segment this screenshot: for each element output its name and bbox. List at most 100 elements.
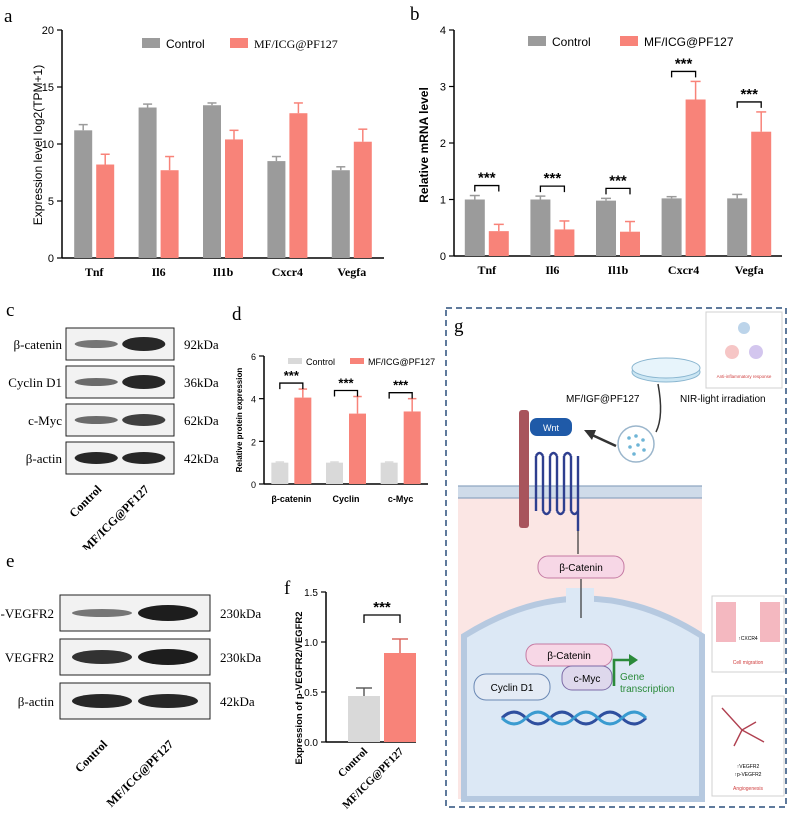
y-tick-label: 0 [48,253,54,265]
blot-c: c β-catenin 92kDa Cyclin D1 36kDa c-Myc 62kDa… [6,300,219,550]
bar-treated [225,139,243,258]
y-tick-label: 3 [440,82,446,94]
blot-kda-label: 230kDa [220,606,261,621]
significance-bracket [333,389,359,397]
y-tick-label: 0 [440,251,446,263]
panel-label-e: e [6,551,14,572]
significance-bracket [736,101,762,108]
legend-swatch-control [528,36,546,46]
bar-control [380,462,398,484]
y-tick-label: 10 [42,139,54,151]
panel-label-b: b [410,4,420,25]
transcription-label: transcription [620,684,674,695]
blot-e: e p-VEGFR2 230kDa VEGFR2 230kDa β-actin 42kDa… [0,551,261,810]
chart-b-legend: Control MF/ICG@PF127 [528,35,734,49]
membrane-band [458,486,702,498]
cyclin-d1-label: Cyclin D1 [491,683,534,694]
beta-catenin-label: β-Catenin [559,563,603,574]
significance-label: *** [675,55,693,72]
side-angio-label: Angiogenesis [733,786,764,792]
chart-f-ylabel: Expression of p-VEGFR2/VEGFR2 [294,611,305,764]
significance-bracket [539,185,566,193]
x-tick-label: Cxcr4 [668,263,699,277]
blot-band [138,694,198,708]
transcription-arrowhead [629,654,638,666]
significance-bracket [670,70,697,78]
legend-swatch-control [288,358,302,364]
nanoparticle [617,425,655,463]
blot-band [122,452,166,464]
x-tick-label: Tnf [85,265,105,279]
significance-label: *** [338,376,354,391]
significance-bracket [279,382,304,390]
y-tick-label: 6 [251,352,256,362]
blot-row-label: p-VEGFR2 [0,606,54,621]
blot-lane-label: Control [66,482,104,520]
bar-treated [620,231,640,256]
x-tick-label: Il6 [545,263,559,277]
blot-kda-label: 92kDa [184,337,219,352]
beta-catenin-box [537,555,625,579]
blot-band [74,452,118,464]
blot-band [74,416,118,424]
side-pvegfr2-label: ↑p-VEGFR2 [735,772,762,778]
x-tick-label: Cyclin [332,494,359,504]
blot-row-label: β-actin [18,694,55,709]
blot-row-label: c-Myc [28,413,62,428]
chart-d: d Relative protein expression Control MF… [232,304,435,504]
significance-label: *** [393,378,409,393]
significance-label: *** [373,599,391,616]
blot-row-label: Cyclin D1 [8,375,62,390]
blot-band [138,605,198,621]
particle-to-wnt-arrow [589,432,617,448]
blot-lane-label: MF/ICG@PF127 [104,737,176,809]
panel-label-g: g [454,316,464,337]
legend-swatch-control [142,38,160,48]
blot-band [72,650,132,664]
legend-swatch-treated [230,38,248,48]
x-tick-label: Tnf [477,263,497,277]
bar-control [203,105,221,259]
bar-control [331,170,350,258]
y-tick-label: 4 [440,25,446,37]
blot-band [72,609,132,617]
side-panel-migration: ↑CXCR4 Cell migration [711,595,785,673]
x-tick-label: Vegfa [337,265,366,279]
side-migration-label: Cell migration [733,660,764,666]
blot-row-label: β-actin [26,451,63,466]
legend-label-control: Control [552,35,591,49]
chart-a-ylabel: Expression level log2(TPM+1) [31,65,45,225]
bar-control [326,462,343,484]
y-tick-label: 0.0 [304,738,318,749]
dna-helix [500,710,648,726]
bar-control [348,696,380,742]
significance-label: *** [740,86,758,103]
frizzled-receptor [534,451,580,531]
y-tick-label: 4 [251,395,256,405]
bar-control [661,198,682,256]
hydrogel-disk-top [631,357,701,379]
bar-control [267,161,286,258]
bar-control [271,462,289,484]
blot-kda-label: 36kDa [184,375,219,390]
bar-treated [685,99,706,257]
blot-kda-label: 230kDa [220,650,261,665]
side-vegfr2-label: ↑VEGFR2 [737,764,760,770]
x-tick-label: Cxcr4 [272,265,303,279]
y-tick-label: 20 [42,25,54,37]
cmyc-label: c-Myc [574,674,601,685]
schematic-border [445,307,787,808]
legend-label-treated: MF/ICG@PF127 [644,35,734,49]
significance-bracket [605,187,631,195]
bar-treated [353,141,372,258]
y-tick-label: 15 [42,82,54,94]
significance-label: *** [478,170,496,187]
chart-d-ylabel: Relative protein expression [235,368,244,473]
wnt-ligand [530,418,572,436]
chart-f: f Expression of p-VEGFR2/VEGFR2 0.0 0.5 1.… [284,578,416,811]
mf-label: MF/IGF@PF127 [566,394,640,405]
legend-label-control: Control [306,357,335,367]
significance-bracket [474,184,500,192]
blot-band [122,337,166,351]
legend-label-control: Control [166,37,205,51]
